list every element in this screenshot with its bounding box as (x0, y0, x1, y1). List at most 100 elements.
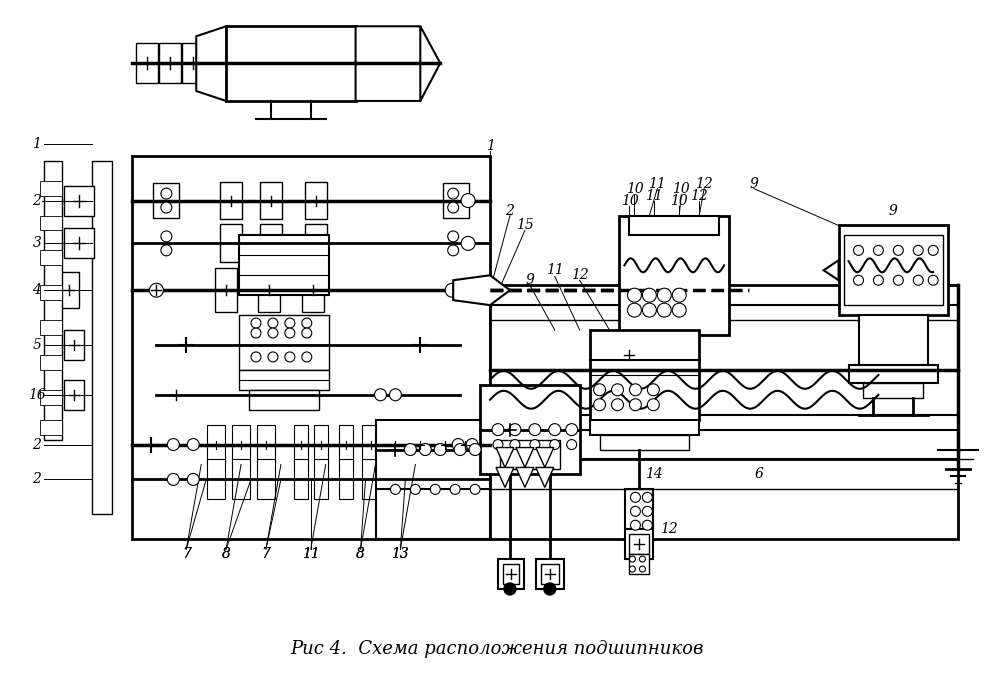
Circle shape (642, 288, 656, 302)
Bar (232, 460, 249, 500)
Bar (91, 161, 111, 514)
Bar (64, 380, 83, 410)
Text: 3: 3 (33, 236, 42, 250)
Circle shape (642, 492, 652, 502)
Bar (435, 425, 453, 464)
Bar (411, 460, 428, 500)
Circle shape (447, 188, 458, 199)
Polygon shape (516, 448, 534, 468)
Circle shape (647, 384, 659, 396)
Bar (40, 420, 62, 435)
Circle shape (149, 284, 163, 297)
Circle shape (161, 188, 172, 199)
Bar (843, 236, 942, 305)
Circle shape (301, 318, 311, 328)
Bar (259, 225, 281, 263)
Bar (629, 534, 649, 554)
Circle shape (429, 485, 439, 494)
Bar (293, 425, 307, 464)
Text: 11: 11 (301, 547, 319, 561)
Bar (153, 183, 179, 219)
Circle shape (449, 485, 459, 494)
Bar (304, 182, 326, 219)
Circle shape (465, 439, 477, 450)
Bar (40, 320, 62, 335)
Bar (442, 183, 468, 219)
Bar (64, 228, 93, 259)
Text: 7: 7 (182, 547, 191, 561)
Circle shape (550, 439, 560, 450)
Polygon shape (536, 448, 554, 468)
Circle shape (460, 284, 474, 297)
Text: 2: 2 (33, 194, 42, 208)
Bar (182, 43, 204, 83)
Circle shape (167, 439, 179, 450)
Text: 5: 5 (33, 338, 42, 352)
Circle shape (167, 473, 179, 485)
Bar (159, 43, 181, 83)
Circle shape (433, 443, 445, 456)
Bar (629, 554, 649, 574)
Text: 7: 7 (182, 547, 191, 561)
Circle shape (873, 246, 883, 255)
Text: 11: 11 (546, 263, 563, 277)
Bar (498, 559, 524, 589)
Bar (479, 385, 580, 475)
Bar (338, 460, 352, 500)
Text: 8: 8 (222, 547, 231, 561)
Bar (361, 425, 379, 464)
Text: 10: 10 (625, 182, 643, 196)
Bar (207, 425, 225, 464)
Circle shape (611, 384, 623, 396)
Bar (259, 182, 281, 219)
Circle shape (250, 328, 260, 338)
Text: 6: 6 (753, 467, 762, 481)
Circle shape (657, 288, 671, 302)
Text: 9: 9 (748, 177, 757, 190)
Text: 7: 7 (261, 547, 270, 561)
Circle shape (451, 439, 463, 450)
Circle shape (447, 245, 458, 256)
Bar (136, 43, 158, 83)
Bar (40, 215, 62, 230)
Circle shape (893, 246, 903, 255)
Circle shape (630, 520, 640, 530)
Text: 12: 12 (660, 522, 678, 536)
Circle shape (611, 399, 623, 410)
Bar (313, 425, 327, 464)
Bar (503, 564, 519, 584)
Text: 2: 2 (505, 204, 514, 217)
Circle shape (629, 556, 635, 562)
Circle shape (460, 194, 474, 207)
Bar (64, 186, 93, 215)
Circle shape (912, 275, 922, 286)
Circle shape (529, 424, 541, 435)
Circle shape (492, 439, 503, 450)
Polygon shape (516, 468, 534, 487)
Circle shape (250, 352, 260, 362)
Circle shape (627, 288, 641, 302)
Circle shape (630, 506, 640, 516)
Bar (625, 489, 653, 529)
Circle shape (544, 583, 556, 595)
Bar (220, 182, 242, 219)
Polygon shape (823, 261, 838, 280)
Bar (207, 460, 225, 500)
Circle shape (267, 328, 277, 338)
Text: 1: 1 (33, 137, 42, 151)
Polygon shape (355, 26, 429, 101)
Bar (131, 156, 489, 539)
Circle shape (647, 399, 659, 410)
Circle shape (250, 318, 260, 328)
Circle shape (404, 443, 415, 456)
Polygon shape (452, 275, 510, 305)
Circle shape (639, 566, 645, 572)
Circle shape (509, 424, 521, 435)
Circle shape (390, 485, 400, 494)
Circle shape (927, 275, 937, 286)
Circle shape (593, 399, 605, 410)
Circle shape (642, 303, 656, 317)
Circle shape (187, 439, 199, 450)
Circle shape (444, 284, 458, 297)
Bar (256, 460, 274, 500)
